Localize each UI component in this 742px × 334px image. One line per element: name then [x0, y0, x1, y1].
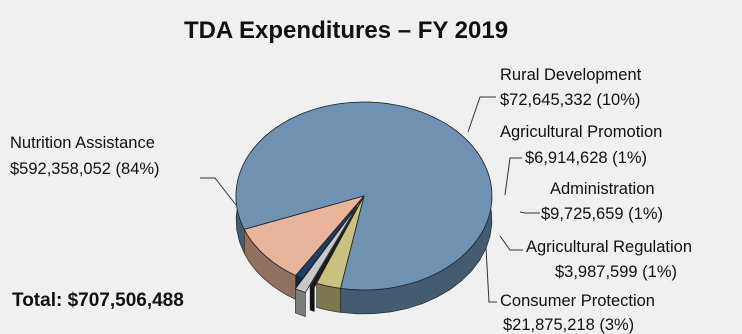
- pie-top: [235, 101, 493, 293]
- leader-lines: [200, 96, 540, 303]
- label-value-rural-development: $72,645,332 (10%): [500, 91, 640, 109]
- label-value-agricultural-regulation: $3,987,599 (1%): [555, 263, 677, 281]
- slice-rural-development: [243, 195, 366, 276]
- label-value-nutrition-assistance: $592,358,052 (84%): [10, 160, 160, 178]
- leader-administration: [519, 211, 540, 214]
- leader-rural-development: [467, 96, 496, 133]
- chart-title: TDA Expenditures – FY 2019: [184, 17, 508, 44]
- label-name-nutrition-assistance: Nutrition Assistance: [10, 134, 155, 152]
- label-name-consumer-protection: Consumer Protection: [500, 292, 655, 310]
- leader-agricultural-promotion: [504, 157, 522, 196]
- label-value-consumer-protection: $21,875,218 (3%): [503, 316, 634, 334]
- slice-administration: [294, 206, 358, 293]
- label-name-rural-development: Rural Development: [500, 66, 642, 84]
- slice-consumer-protection: [316, 195, 365, 289]
- total-label: Total: $707,506,488: [12, 290, 184, 311]
- label-name-agricultural-promotion: Agricultural Promotion: [500, 123, 662, 141]
- label-value-administration: $9,725,659 (1%): [541, 205, 663, 223]
- leader-nutrition-assistance: [200, 177, 237, 206]
- slice-agricultural-promotion: [295, 195, 365, 279]
- label-value-agricultural-promotion: $6,914,628 (1%): [525, 149, 647, 167]
- slice-agricultural-regulation: [309, 199, 363, 288]
- label-name-agricultural-regulation: Agricultural Regulation: [526, 238, 692, 256]
- slice-side-agricultural-regulation: [309, 285, 315, 313]
- leader-agricultural-regulation: [499, 235, 523, 251]
- leader-consumer-protection: [485, 247, 497, 303]
- label-name-administration: Administration: [550, 180, 655, 198]
- slice-side-administration: [295, 288, 306, 317]
